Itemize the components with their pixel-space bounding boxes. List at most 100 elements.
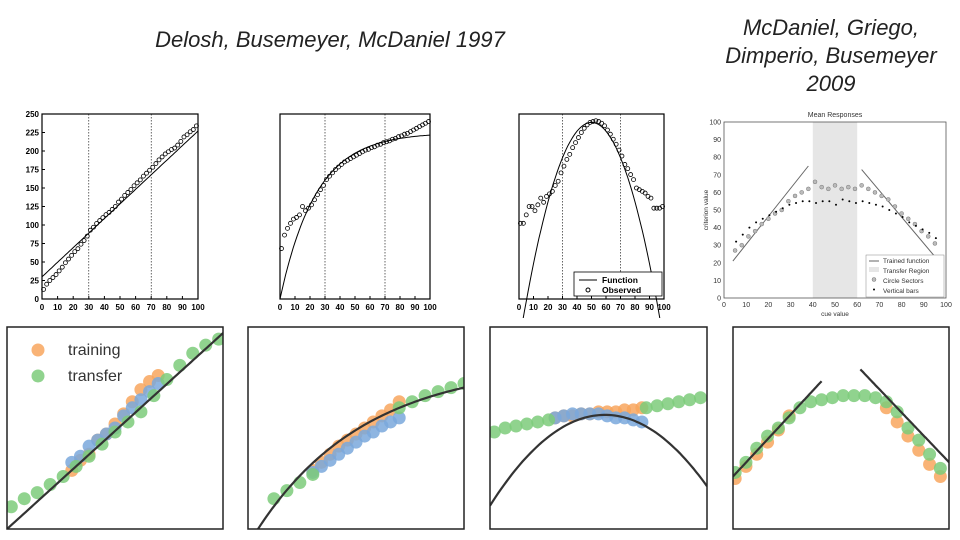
data-point: [162, 151, 168, 157]
transfer-point: [693, 391, 707, 405]
x-tick-label: 100: [191, 303, 205, 312]
chart-model-quadratic: [489, 326, 708, 530]
transfer-point: [490, 425, 501, 439]
data-point: [131, 183, 137, 189]
data-point: [570, 145, 576, 151]
data-point: [187, 129, 193, 135]
circle-sectors-point: [806, 186, 811, 192]
transfer-point: [134, 405, 148, 419]
circle-sectors-point: [799, 190, 804, 195]
data-point: [564, 157, 570, 162]
plot-frame: [489, 326, 708, 530]
data-point: [324, 177, 329, 182]
transfer-point: [7, 500, 18, 514]
data-point: [381, 140, 386, 145]
y-tick-label: 0: [35, 295, 40, 304]
data-point: [578, 130, 584, 135]
function-line: [490, 413, 707, 507]
data-point: [555, 178, 561, 184]
data-point: [94, 221, 99, 226]
vertical-bars-point: [914, 224, 917, 227]
x-tick-label: 10: [291, 303, 300, 312]
data-point: [303, 208, 308, 214]
data-point: [547, 191, 552, 197]
data-point: [72, 249, 78, 255]
transfer-point: [847, 389, 861, 403]
vertical-bars-point: [868, 201, 871, 204]
transfer-point: [639, 401, 653, 415]
x-tick-label: 40: [809, 302, 817, 309]
vertical-bars-point: [874, 203, 877, 206]
legend-label: Transfer Region: [883, 268, 930, 275]
data-point: [165, 149, 171, 155]
test-point: [392, 411, 406, 425]
transfer-point: [836, 389, 850, 403]
data-point: [140, 173, 146, 179]
transfer-point: [498, 421, 512, 435]
data-point: [642, 190, 648, 196]
data-point: [147, 167, 153, 173]
data-point: [625, 166, 631, 172]
x-tick-label: 100: [423, 303, 437, 312]
y-tick-label: 90: [713, 137, 721, 144]
circle-sectors-point: [752, 228, 758, 234]
circle-sectors-point: [852, 186, 858, 192]
y-tick-label: 30: [713, 243, 721, 250]
vertical-bars-point: [735, 240, 738, 243]
data-point: [622, 162, 628, 167]
data-point: [285, 225, 290, 231]
circle-sectors-point: [906, 216, 911, 222]
vertical-bars-point: [768, 214, 771, 217]
transfer-point: [121, 415, 135, 429]
data-point: [103, 212, 109, 218]
x-tick-label: 20: [69, 303, 78, 312]
transfer-point: [542, 413, 556, 427]
x-tick-label: 100: [940, 302, 952, 309]
data-point: [300, 204, 305, 209]
vertical-bars-point: [828, 200, 831, 203]
circle-sectors-point: [899, 211, 904, 216]
data-point: [660, 204, 665, 209]
transfer-point: [457, 377, 464, 391]
data-point: [315, 192, 320, 198]
x-tick-label: 30: [84, 303, 93, 312]
y-tick-label: 50: [713, 208, 721, 215]
y-tick-label: 200: [26, 147, 40, 156]
data-point: [134, 180, 140, 186]
data-point: [396, 134, 401, 140]
data-point: [66, 256, 71, 262]
x-tick-label: 100: [657, 303, 671, 312]
vertical-bars-point: [755, 221, 758, 224]
plot-frame: [732, 326, 950, 530]
transfer-point: [890, 405, 904, 419]
circle-sectors-point: [746, 234, 751, 239]
legend-training-marker: [31, 343, 45, 357]
data-point: [44, 281, 50, 287]
chart-delosh-exponential: 0 10 20 30 40 50 60 70 80 90 100: [278, 113, 437, 312]
x-tick-label: 30: [558, 303, 567, 312]
data-point: [567, 151, 573, 157]
data-point: [122, 193, 128, 198]
x-tick-label: 90: [178, 303, 187, 312]
plot-area: [256, 377, 464, 529]
x-tick-label: 90: [920, 302, 928, 309]
transfer-point: [858, 389, 872, 403]
plot-frame: [41, 113, 199, 300]
plot-frame: [518, 113, 665, 300]
function-line: [859, 368, 949, 463]
transfer-point: [761, 429, 775, 443]
training-point: [923, 457, 937, 471]
legend-label: Trained function: [883, 258, 930, 265]
data-point: [294, 215, 299, 220]
circle-sectors-point: [846, 184, 851, 190]
x-tick-label: 70: [381, 303, 390, 312]
data-point: [330, 170, 335, 176]
x-tick-label: 80: [162, 303, 171, 312]
transfer-point: [825, 391, 839, 405]
data-point: [41, 286, 46, 292]
vertical-bars-point: [795, 201, 798, 204]
data-point: [587, 120, 593, 125]
data-point: [190, 127, 196, 132]
data-point: [610, 136, 616, 142]
x-tick-label: 60: [853, 302, 861, 309]
